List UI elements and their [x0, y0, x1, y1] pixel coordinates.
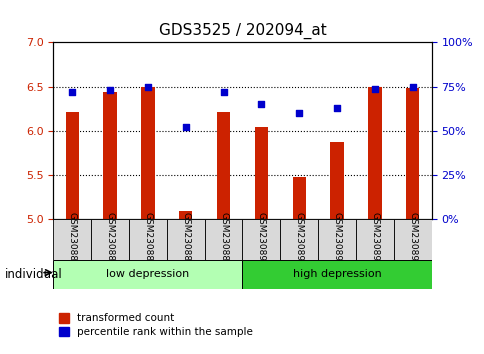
Text: GSM230888: GSM230888 [181, 212, 190, 267]
FancyBboxPatch shape [204, 219, 242, 260]
FancyBboxPatch shape [242, 260, 431, 289]
Legend: transformed count, percentile rank within the sample: transformed count, percentile rank withi… [59, 313, 253, 337]
Bar [216, 112, 230, 219]
Bar [103, 92, 117, 219]
Bar [292, 177, 305, 219]
FancyBboxPatch shape [91, 219, 129, 260]
Bar [330, 142, 343, 219]
Text: GSM230885: GSM230885 [68, 212, 76, 267]
Text: GSM230890: GSM230890 [257, 212, 265, 267]
FancyBboxPatch shape [393, 219, 431, 260]
Point [333, 105, 340, 111]
Text: individual: individual [5, 268, 62, 281]
FancyBboxPatch shape [166, 219, 204, 260]
Text: GSM230894: GSM230894 [408, 212, 416, 267]
Text: GSM230892: GSM230892 [332, 212, 341, 267]
FancyBboxPatch shape [53, 219, 91, 260]
Bar [405, 88, 419, 219]
Bar [141, 87, 154, 219]
Point [106, 87, 114, 93]
Text: low depression: low depression [106, 269, 189, 279]
Point [182, 125, 189, 130]
Point [144, 84, 151, 90]
Point [370, 86, 378, 91]
FancyBboxPatch shape [280, 219, 318, 260]
FancyBboxPatch shape [355, 219, 393, 260]
Point [219, 89, 227, 95]
FancyBboxPatch shape [129, 219, 166, 260]
Text: GSM230889: GSM230889 [219, 212, 227, 267]
Bar [367, 87, 381, 219]
FancyBboxPatch shape [53, 260, 242, 289]
Text: GSM230886: GSM230886 [106, 212, 114, 267]
FancyBboxPatch shape [242, 219, 280, 260]
Text: high depression: high depression [292, 269, 380, 279]
Bar [254, 127, 268, 219]
Text: GDS3525 / 202094_at: GDS3525 / 202094_at [158, 23, 326, 39]
Text: GSM230887: GSM230887 [143, 212, 152, 267]
Bar [179, 211, 192, 219]
Bar [65, 112, 79, 219]
Point [295, 110, 302, 116]
Point [257, 102, 265, 107]
Point [68, 89, 76, 95]
Point [408, 84, 416, 90]
FancyBboxPatch shape [318, 219, 355, 260]
Text: GSM230893: GSM230893 [370, 212, 378, 267]
Text: GSM230891: GSM230891 [294, 212, 303, 267]
